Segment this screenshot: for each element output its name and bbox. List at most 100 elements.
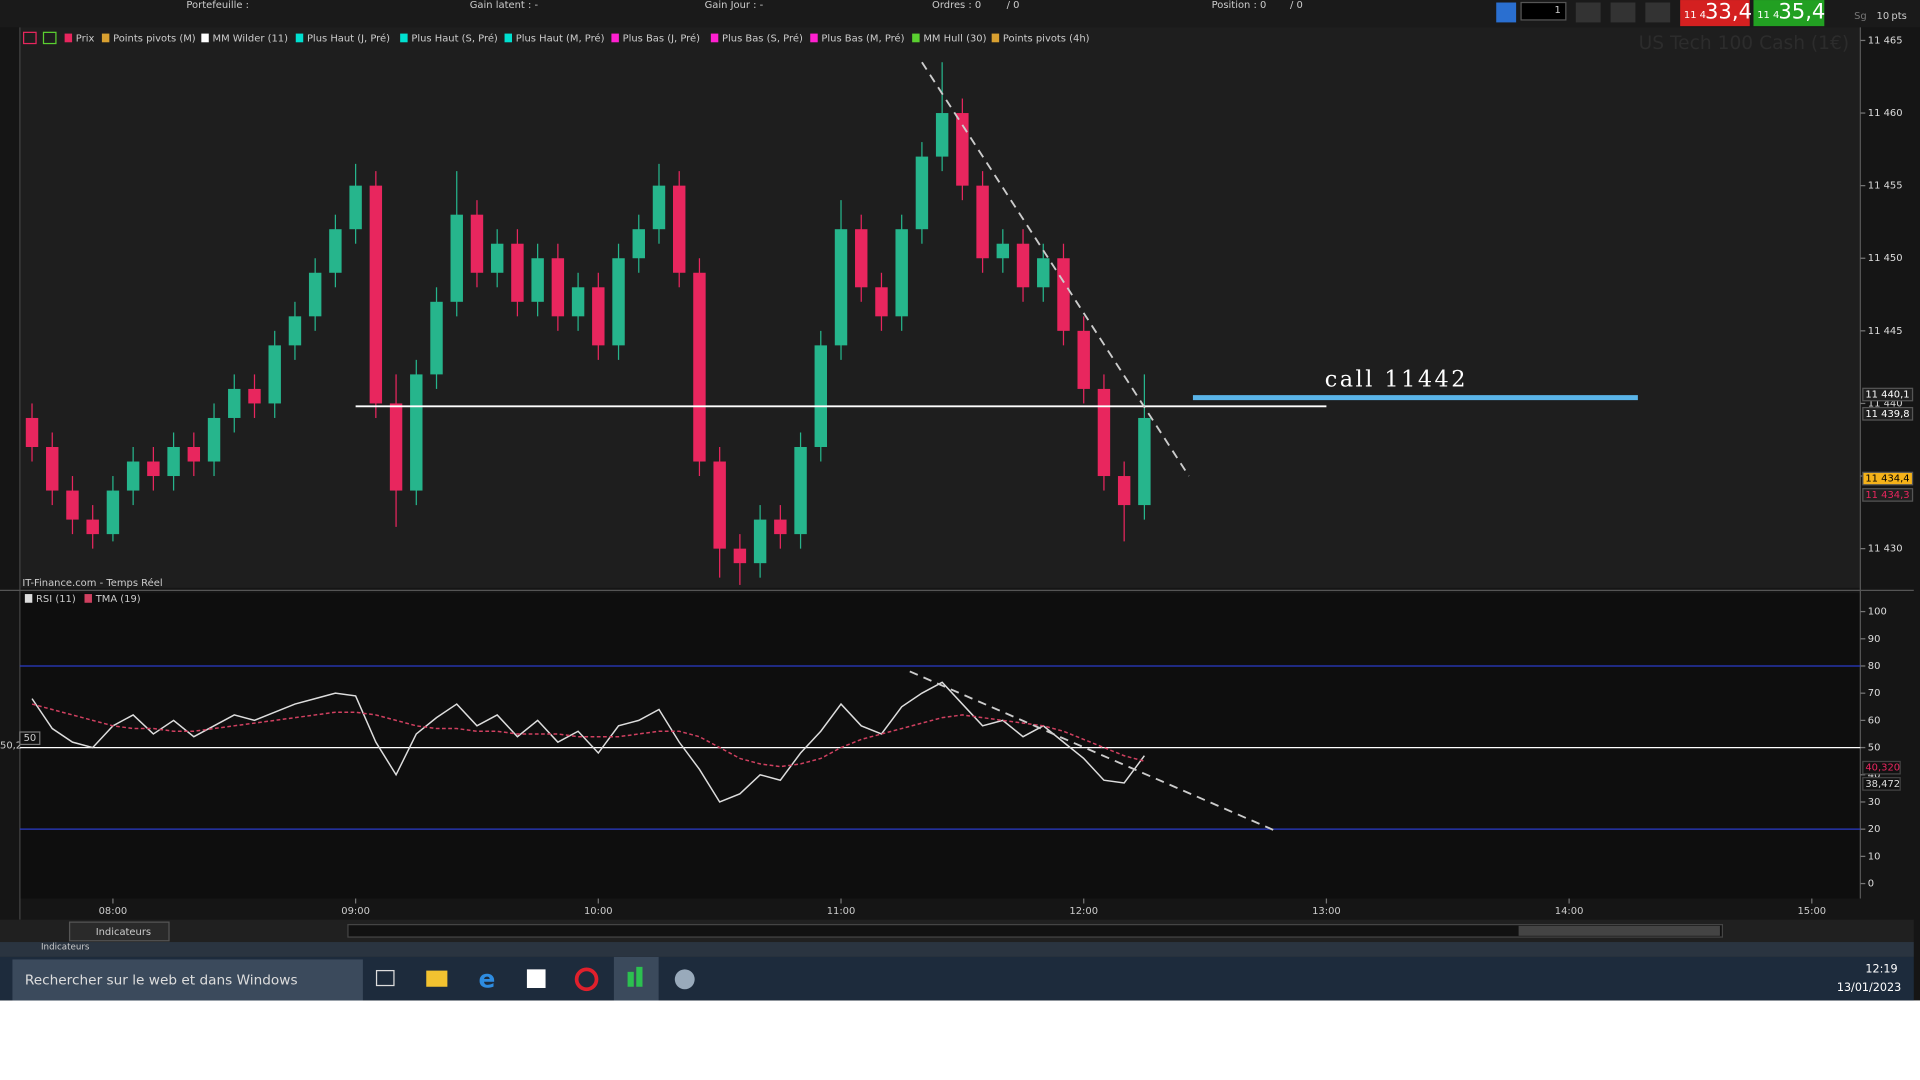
scrollbar[interactable]	[347, 923, 1724, 938]
task-view[interactable]	[375, 969, 395, 987]
gain-day: Gain Jour : -	[705, 0, 764, 11]
rsi-pane	[19, 592, 1861, 899]
app-icon	[627, 971, 634, 987]
sg: Sg	[1854, 11, 1867, 22]
candle-body	[490, 243, 504, 273]
y-tick-label: 70	[1868, 688, 1881, 699]
pts-value: 10	[1877, 11, 1890, 22]
x-tick-label: 14:00	[1555, 906, 1584, 917]
y-tick-label: 50	[1868, 743, 1881, 754]
sell-button[interactable]	[1680, 0, 1750, 27]
qty-input[interactable]	[1520, 1, 1567, 21]
candle-body	[308, 272, 322, 317]
candle-body	[511, 243, 524, 302]
legend-swatch	[710, 33, 719, 43]
indicators-button[interactable]	[68, 921, 170, 942]
explorer[interactable]	[426, 970, 448, 987]
paint[interactable]	[674, 969, 695, 990]
series-line	[31, 681, 1145, 803]
y-tick-label: 60	[1868, 715, 1881, 726]
x-tick-label: 12:00	[1069, 906, 1098, 917]
position: Position : 0	[1212, 0, 1267, 11]
y-tick-label: 11 450	[1868, 253, 1903, 264]
candle-body	[673, 185, 686, 273]
position-count: / 0	[1290, 0, 1303, 11]
qty: 1	[1555, 5, 1561, 16]
app-icon	[636, 966, 643, 987]
buy-price: 35,4	[1778, 0, 1825, 23]
price-label-box	[1862, 387, 1914, 402]
candle-body	[126, 461, 140, 491]
candle-body	[834, 229, 848, 346]
edge[interactable]: e	[478, 965, 495, 994]
candle-body	[855, 229, 868, 288]
candle-body	[794, 447, 807, 535]
candle-body	[915, 156, 929, 230]
candle-body	[571, 287, 585, 317]
candle-body	[329, 229, 342, 273]
candle-body	[25, 417, 39, 448]
candle-body	[1097, 388, 1111, 477]
buy-button[interactable]	[1753, 0, 1825, 27]
candle-body	[450, 214, 463, 302]
orders-count: / 0	[1007, 0, 1020, 11]
candle-body	[592, 287, 605, 346]
y-tick-label: 90	[1868, 634, 1881, 645]
legend-swatch	[611, 33, 619, 43]
left-label: 50	[24, 733, 37, 744]
search: Rechercher sur le web et dans Windows	[25, 973, 298, 989]
clock-time: 12:19	[1865, 962, 1897, 975]
legend-label: Plus Haut (M, Pré)	[516, 33, 605, 45]
tool-button[interactable]	[1645, 2, 1671, 23]
legend-swatch	[201, 33, 209, 43]
legend-swatch	[912, 33, 920, 43]
candle-body	[1117, 476, 1131, 506]
candle-body	[531, 258, 544, 302]
candle-body	[349, 185, 362, 230]
keyboard-button[interactable]	[1496, 2, 1517, 23]
price-label-box	[1862, 471, 1914, 486]
tool-button[interactable]	[1575, 2, 1601, 23]
candle-body	[106, 490, 120, 535]
search-box[interactable]	[12, 959, 363, 1001]
legend-label: Plus Bas (M, Pré)	[821, 33, 904, 45]
x-tick-label: 15:00	[1797, 906, 1826, 917]
y-tick-label: 11 430	[1868, 544, 1903, 555]
pts: pts	[1891, 11, 1906, 22]
opera[interactable]	[574, 967, 599, 992]
orders: Ordres : 0	[932, 0, 981, 11]
indicators: Indicateurs	[96, 927, 151, 938]
store[interactable]	[526, 969, 546, 988]
candle-body	[86, 519, 99, 535]
sell-prefix: 11 4	[1684, 10, 1706, 21]
legend-label: Plus Bas (J, Pré)	[623, 33, 701, 45]
candle-body	[410, 374, 423, 491]
legend-label: TMA (19)	[95, 594, 141, 605]
legend-swatch	[24, 594, 33, 603]
source: IT-Finance.com - Temps Réel	[22, 577, 162, 589]
active-app[interactable]	[613, 956, 659, 1001]
candle-body	[713, 461, 726, 549]
x-tick-label: 11:00	[827, 906, 856, 917]
candle-body	[228, 388, 241, 418]
legend-swatch	[64, 33, 73, 43]
scroll-thumb[interactable]	[1518, 925, 1720, 936]
x-tick-label: 08:00	[99, 906, 128, 917]
price-label-box	[1862, 488, 1914, 502]
legend-swatch	[400, 33, 408, 43]
candle-body	[612, 258, 625, 346]
price-label-box	[1862, 406, 1914, 421]
y-tick-label: 20	[1868, 824, 1881, 835]
value-label: 38,472	[1865, 779, 1900, 790]
left-label: 50,2	[0, 741, 22, 752]
candle-body	[774, 519, 787, 535]
candle-body	[288, 316, 302, 346]
left-label-box	[19, 731, 41, 746]
candle-body	[1138, 417, 1151, 506]
value-label-box	[1862, 777, 1901, 791]
y-tick-label: 11 460	[1868, 108, 1903, 119]
candle-body	[1016, 243, 1030, 288]
candle-body	[167, 447, 180, 477]
tool-button[interactable]	[1610, 2, 1636, 23]
